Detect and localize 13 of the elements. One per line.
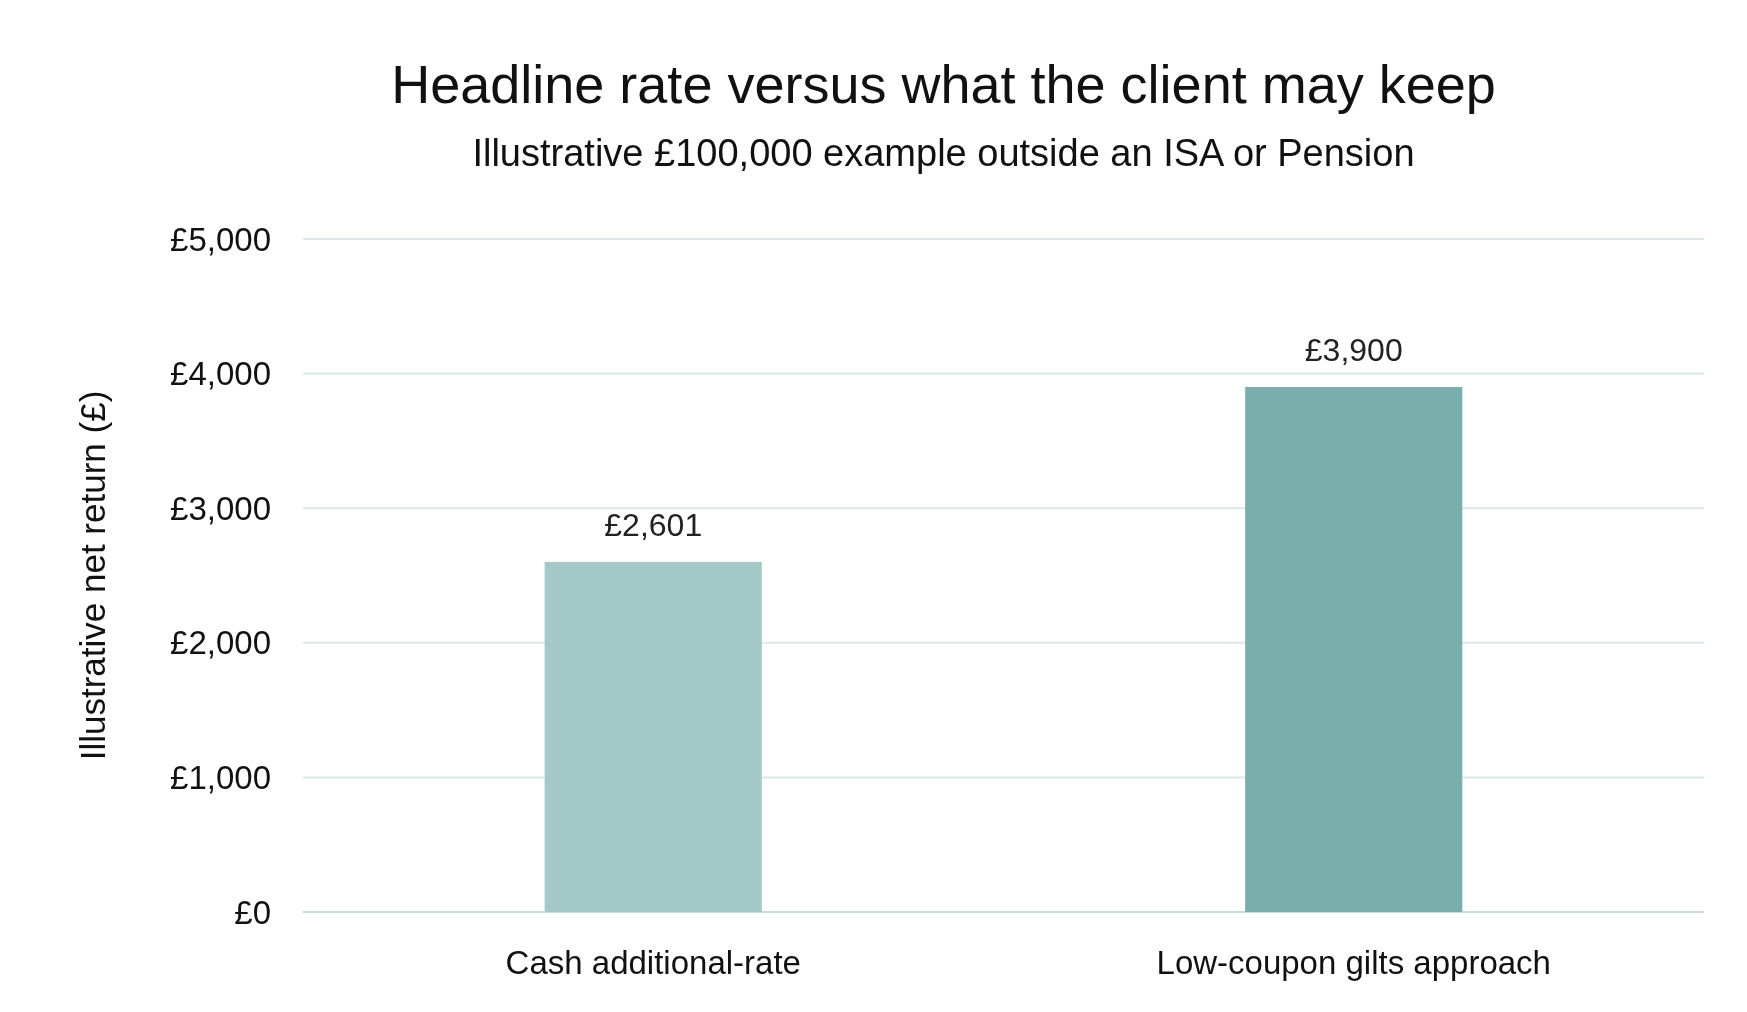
x-tick-label: Cash additional-rate [505,944,801,981]
y-tick-label: £3,000 [170,489,271,527]
y-axis-title: Illustrative net return (£) [73,390,112,761]
chart-subtitle: Illustrative £100,000 example outside an ISA or Pension [472,132,1415,174]
y-tick-label: £2,000 [170,624,271,662]
data-label: £3,900 [1304,332,1403,369]
y-tick-label: £1,000 [170,758,271,796]
y-tick-label: £4,000 [170,355,271,393]
x-tick-label: Low-coupon gilts approach [1156,944,1551,981]
chart-title: Headline rate versus what the client may keep [391,54,1496,114]
y-tick-label: £0 [234,893,271,931]
y-tick-label: £5,000 [170,220,271,258]
data-label: £2,601 [604,506,703,543]
